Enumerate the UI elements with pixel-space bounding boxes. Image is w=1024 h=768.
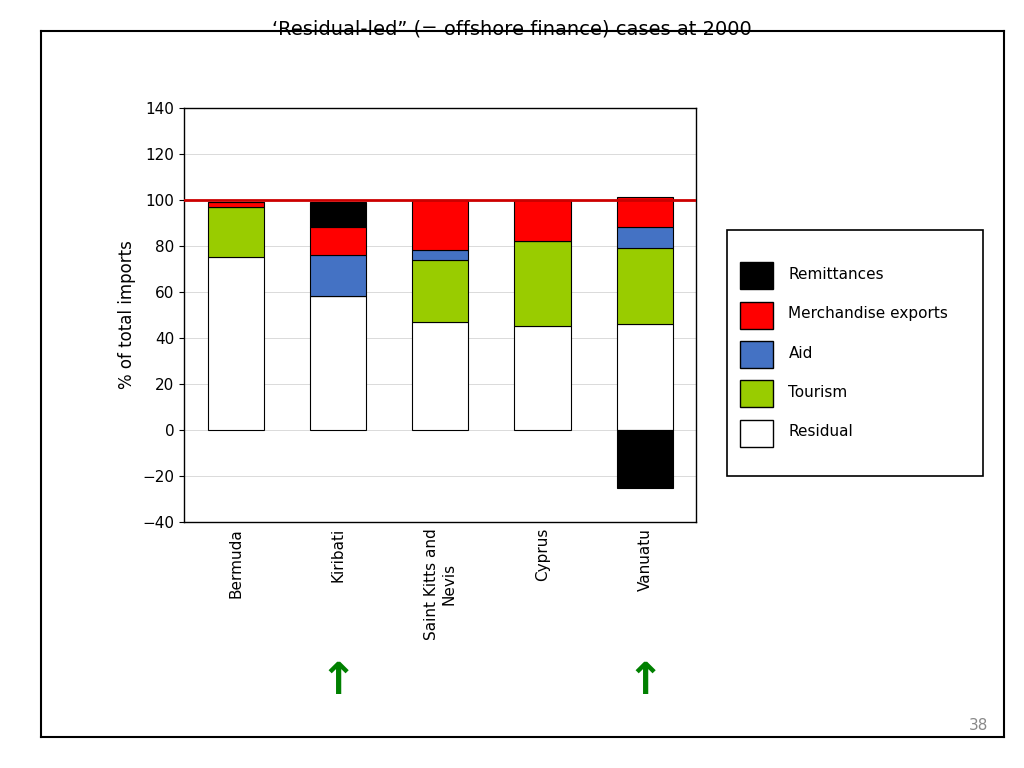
Text: ‘Residual-led” (= offshore finance) cases at 2000: ‘Residual-led” (= offshore finance) case… <box>272 19 752 38</box>
Y-axis label: % of total imports: % of total imports <box>118 240 135 389</box>
Text: 38: 38 <box>969 718 988 733</box>
Text: Tourism: Tourism <box>788 385 848 400</box>
Bar <box>413 260 468 322</box>
Bar <box>413 200 468 250</box>
Text: ↑: ↑ <box>319 660 356 703</box>
Bar <box>413 322 468 430</box>
Bar <box>310 255 367 296</box>
Text: ↑: ↑ <box>627 660 664 703</box>
Bar <box>616 324 673 430</box>
Text: Remittances: Remittances <box>788 267 884 282</box>
Bar <box>739 263 773 290</box>
Bar <box>616 430 673 488</box>
Bar <box>514 326 570 430</box>
Bar <box>208 257 264 430</box>
Bar <box>208 202 264 207</box>
Text: Merchandise exports: Merchandise exports <box>788 306 948 322</box>
Bar <box>310 202 367 227</box>
Bar <box>616 197 673 227</box>
Bar <box>514 241 570 326</box>
Text: Residual: Residual <box>788 425 853 439</box>
Bar <box>616 227 673 248</box>
Bar <box>739 380 773 407</box>
Bar <box>514 200 570 241</box>
Bar <box>310 296 367 430</box>
Text: Aid: Aid <box>788 346 813 361</box>
Bar <box>208 207 264 257</box>
Bar <box>739 302 773 329</box>
Bar <box>413 250 468 260</box>
Bar <box>616 248 673 324</box>
Bar <box>310 227 367 255</box>
Bar <box>739 341 773 368</box>
Bar <box>739 419 773 447</box>
